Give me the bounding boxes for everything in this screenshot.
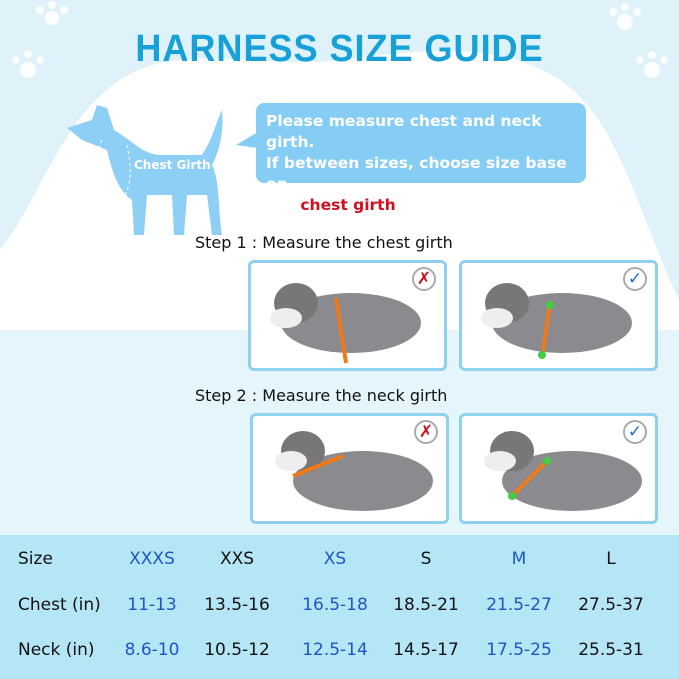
instruction-bubble: Please measure chest and neck girth. If … bbox=[256, 103, 586, 214]
check-mark-icon: ✓ bbox=[623, 420, 647, 444]
size-table-chest-cell: 21.5-27 bbox=[486, 595, 552, 615]
step-2-wrong-photo: ✗ bbox=[250, 413, 449, 524]
step-2-right-photo: ✓ bbox=[459, 413, 658, 524]
bubble-pointer bbox=[236, 132, 258, 148]
check-mark-icon: ✓ bbox=[623, 267, 647, 291]
size-table-sizes-cell: L bbox=[606, 549, 616, 569]
size-table-neck-cell: 17.5-25 bbox=[486, 640, 552, 660]
neck-girth-label: Neck Girth bbox=[132, 122, 204, 136]
row-header-neck: Neck (in) bbox=[18, 640, 95, 660]
note-highlight: chest girth bbox=[300, 196, 396, 214]
size-table-chest-cell: 27.5-37 bbox=[578, 595, 644, 615]
note-line-3-prefix: the bbox=[266, 196, 301, 214]
size-table-sizes-cell: S bbox=[420, 549, 432, 569]
page-title: HARNESS SIZE GUIDE bbox=[135, 28, 544, 70]
x-mark-icon: ✗ bbox=[412, 267, 436, 291]
size-table-chest-cell: 13.5-16 bbox=[204, 595, 270, 615]
size-table-sizes-cell: XS bbox=[323, 549, 347, 569]
step-1-right-photo: ✓ bbox=[459, 260, 658, 371]
row-header-size: Size bbox=[18, 549, 53, 569]
step-1-wrong-photo: ✗ bbox=[248, 260, 447, 371]
size-table-neck-cell: 25.5-31 bbox=[578, 640, 644, 660]
size-table: Size Chest (in) Neck (in) XXXS XXS XS S M L 11… bbox=[0, 535, 679, 679]
size-table-sizes-cell: XXS bbox=[219, 549, 255, 569]
size-table-sizes-cell: XXXS bbox=[129, 549, 175, 569]
step-2-label: Step 2 : Measure the neck girth bbox=[195, 386, 448, 405]
size-table-chest-cell: 16.5-18 bbox=[302, 595, 368, 615]
size-table-neck-cell: 12.5-14 bbox=[302, 640, 368, 660]
note-line-1: Please measure chest and neck girth. bbox=[266, 112, 542, 151]
size-table-chest-cell: 11-13 bbox=[127, 595, 177, 615]
size-table-neck-cell: 10.5-12 bbox=[204, 640, 270, 660]
size-table-neck-cell: 14.5-17 bbox=[393, 640, 459, 660]
chest-girth-label: Chest Girth bbox=[134, 158, 211, 172]
x-mark-icon: ✗ bbox=[414, 420, 438, 444]
dog-silhouette-diagram bbox=[67, 105, 223, 235]
size-table-neck-cell: 8.6-10 bbox=[124, 640, 180, 660]
row-header-chest: Chest (in) bbox=[18, 595, 101, 615]
note-line-3-suffix: . bbox=[395, 196, 402, 214]
size-table-chest-cell: 18.5-21 bbox=[393, 595, 459, 615]
step-1-label: Step 1 : Measure the chest girth bbox=[195, 233, 453, 252]
size-table-sizes-cell: M bbox=[511, 549, 527, 569]
note-line-2: If between sizes, choose size base on bbox=[266, 154, 567, 193]
